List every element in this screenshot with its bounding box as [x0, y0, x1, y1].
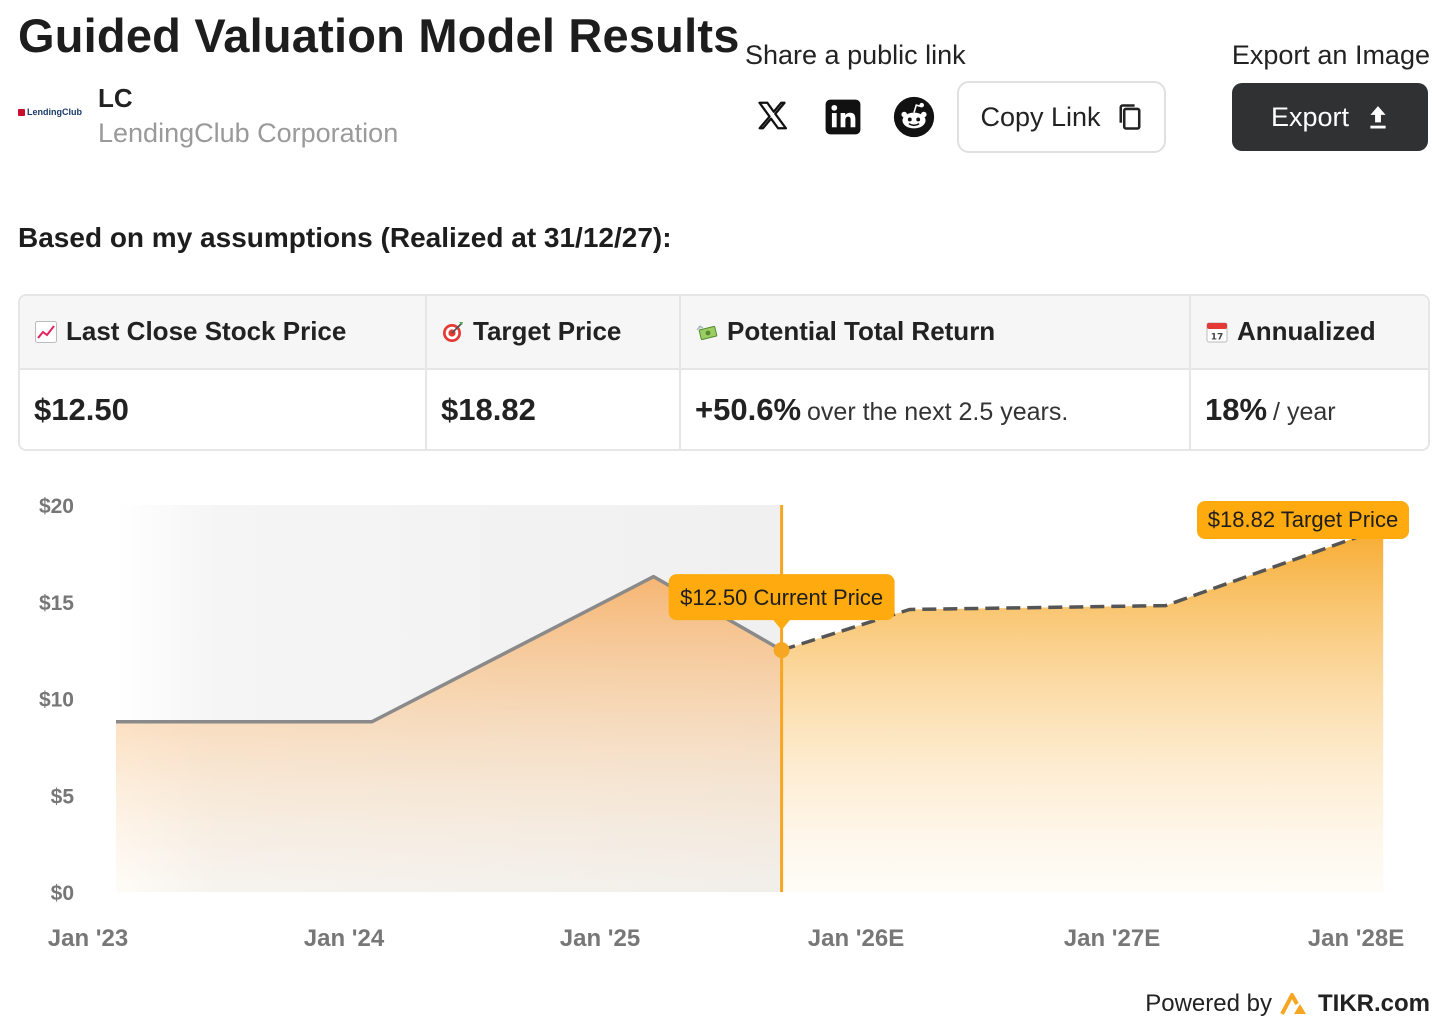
linkedin-share-button[interactable] — [820, 94, 866, 140]
metric-header: Potential Total Return — [695, 316, 995, 347]
y-tick-label: $5 — [51, 785, 75, 808]
target-price-label: $18.82 Target Price — [1197, 501, 1409, 539]
projected-price-line — [781, 526, 1384, 652]
metric-annualized: 17 Annualized 18% / year — [1191, 296, 1428, 449]
tikr-logo-icon — [1280, 993, 1306, 1015]
historical-area — [116, 576, 782, 892]
assumptions-heading: Based on my assumptions (Realized at 31/… — [18, 222, 672, 253]
metric-target-price: Target Price $18.82 — [427, 296, 681, 449]
reddit-share-button[interactable] — [891, 94, 937, 140]
current-price-point — [773, 642, 790, 659]
linkedin-icon — [825, 99, 861, 135]
copy-link-button[interactable]: Copy Link — [957, 81, 1166, 153]
x-tick-label: Jan '26E — [808, 925, 904, 952]
share-label: Share a public link — [745, 40, 966, 70]
upload-icon — [1370, 106, 1386, 129]
metric-value: +50.6% over the next 2.5 years. — [695, 392, 1069, 427]
x-share-button[interactable] — [750, 94, 796, 140]
powered-by: Powered by TIKR.com — [1145, 990, 1430, 1017]
export-label: Export an Image — [1231, 40, 1430, 70]
chart-increasing-icon — [35, 320, 57, 343]
export-button[interactable]: Export — [1232, 83, 1428, 151]
svg-text:$12.50 Current Price: $12.50 Current Price — [680, 585, 883, 610]
metric-header: 17 Annualized — [1205, 316, 1376, 347]
x-icon — [758, 101, 788, 130]
current-price-label: $12.50 Current Price — [668, 574, 895, 631]
calendar-icon: 17 — [1206, 322, 1228, 342]
copy-link-label: Copy Link — [980, 101, 1101, 132]
x-tick-label: Jan '25 — [560, 925, 640, 952]
y-tick-label: $20 — [39, 495, 74, 518]
logo-mark — [18, 108, 25, 116]
x-tick-label: Jan '23 — [48, 925, 128, 952]
x-tick-label: Jan '27E — [1064, 925, 1160, 952]
copy-icon — [1119, 104, 1141, 130]
metric-last-close: Last Close Stock Price $12.50 — [20, 296, 427, 449]
metric-value: 18% / year — [1205, 392, 1336, 427]
metric-value: $18.82 — [441, 392, 536, 427]
logo-text: LendingClub — [27, 107, 82, 117]
metric-header: Target Price — [441, 316, 621, 347]
x-tick-label: Jan '24 — [304, 925, 385, 952]
metric-value: $12.50 — [34, 392, 129, 427]
company-logo: LendingClub — [18, 103, 88, 121]
y-tick-label: $15 — [39, 592, 74, 615]
tikr-link[interactable]: TIKR.com — [1317, 990, 1430, 1017]
y-tick-label: $0 — [51, 882, 74, 905]
metrics-header-row — [20, 296, 1428, 370]
ticker-symbol: LC — [98, 83, 133, 113]
target-icon — [443, 321, 463, 342]
metric-header: Last Close Stock Price — [34, 316, 346, 347]
price-chart: $20 $15 $10 $5 $0 Jan '23 Jan '24 Jan '25 Jan '… — [39, 495, 1409, 952]
page-title: Guided Valuation Model Results — [18, 9, 740, 62]
export-button-label: Export — [1270, 101, 1350, 132]
reddit-icon — [893, 96, 935, 138]
metric-total-return: Potential Total Return +50.6% over the ne… — [681, 296, 1191, 449]
company-name: LendingClub Corporation — [98, 118, 399, 148]
svg-text:17: 17 — [1211, 332, 1224, 342]
svg-text:$18.82 Target Price: $18.82 Target Price — [1208, 507, 1398, 532]
y-tick-label: $10 — [39, 689, 74, 712]
projection-area — [781, 527, 1384, 892]
x-tick-label: Jan '28E — [1308, 925, 1404, 952]
money-wings-icon — [696, 324, 718, 340]
metrics-table: Last Close Stock Price $12.50 Target Pri… — [18, 294, 1430, 451]
